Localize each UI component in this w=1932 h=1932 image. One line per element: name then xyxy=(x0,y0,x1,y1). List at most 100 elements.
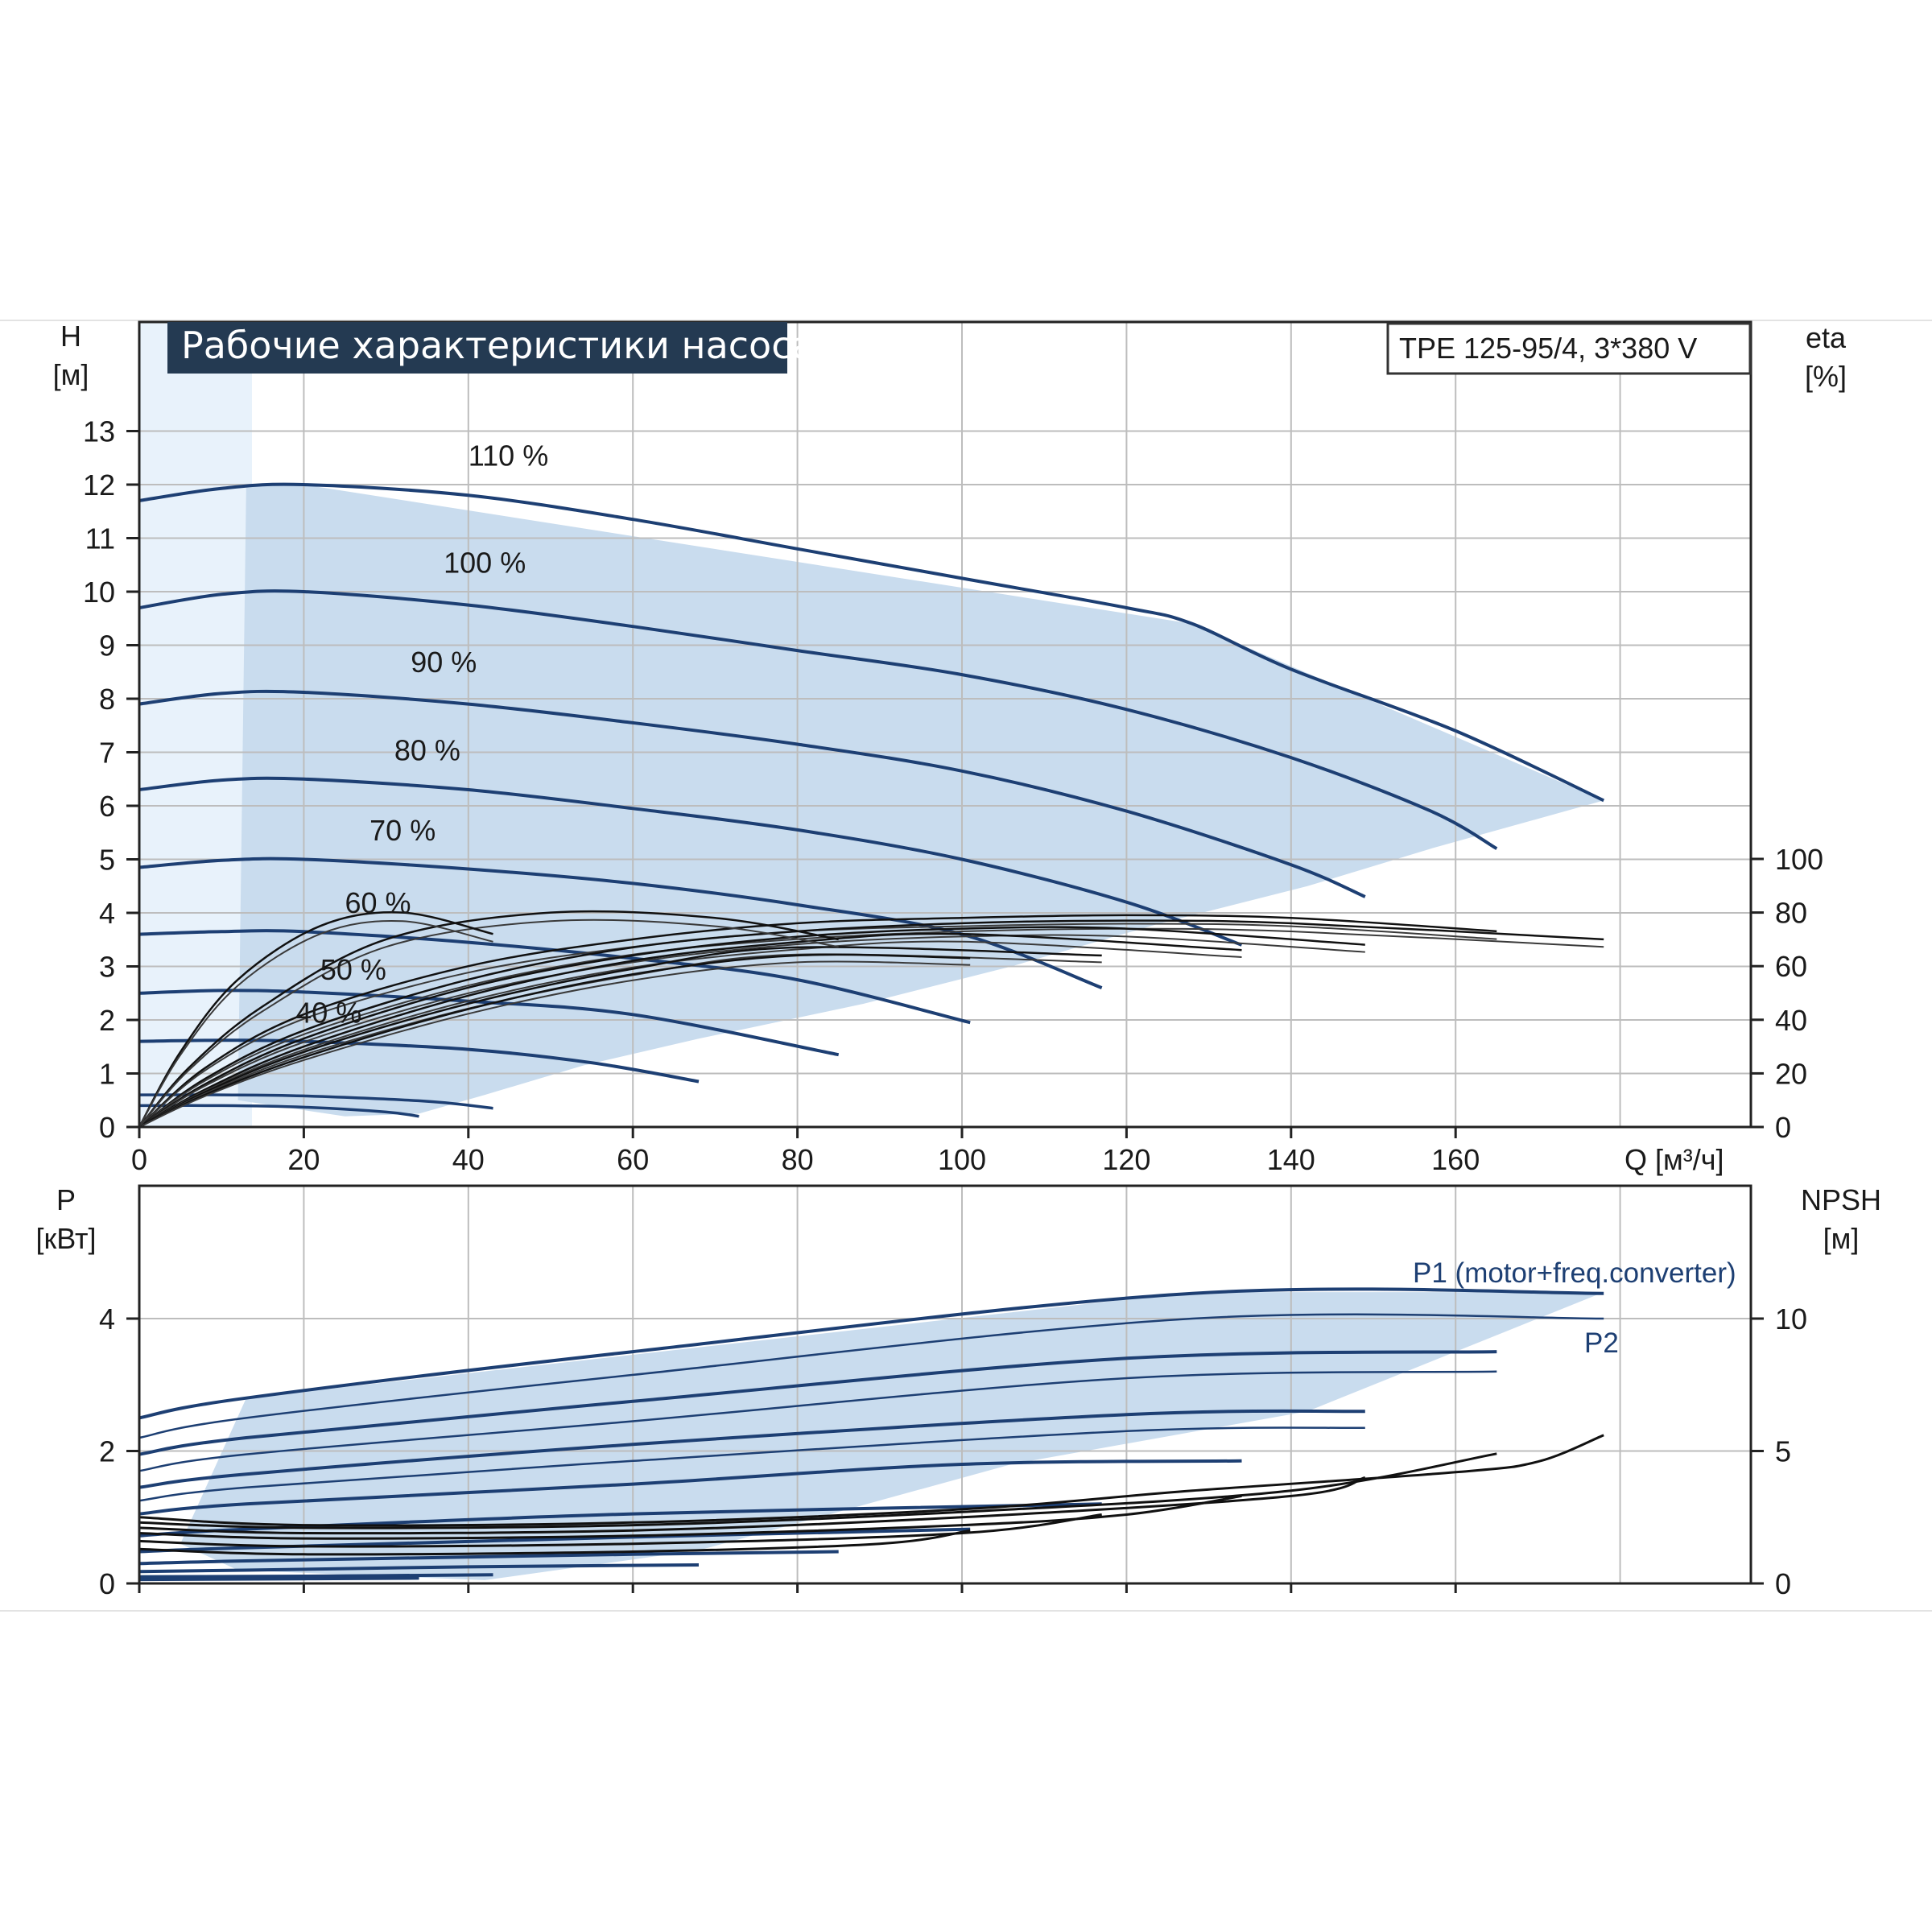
head-low-flow-zone xyxy=(139,322,252,1127)
efficiency-curve-shadow xyxy=(138,960,971,1128)
p1-curve xyxy=(138,1550,839,1566)
power-y-axis-label-unit: [кВт] xyxy=(35,1222,96,1255)
head-grid xyxy=(139,322,1751,1127)
head-y-tick-label: 10 xyxy=(83,576,115,609)
head-y-tick-label: 13 xyxy=(83,415,115,448)
head-y-tick-label: 0 xyxy=(99,1111,115,1144)
power-y-tick-label: 2 xyxy=(99,1435,115,1468)
efficiency-curve xyxy=(138,953,971,1129)
head-curve xyxy=(138,1104,419,1118)
eta-y-tick-label: 40 xyxy=(1775,1004,1807,1037)
npsh-y-tick-label: 10 xyxy=(1775,1302,1807,1335)
x-tick-label: 100 xyxy=(938,1143,986,1176)
p2-curves xyxy=(138,1313,1604,1502)
head-curve xyxy=(138,929,971,1025)
x-tick-label: 60 xyxy=(617,1143,649,1176)
npsh-curve xyxy=(138,1513,1102,1548)
head-region-polygon xyxy=(237,485,1604,1117)
head-panel: 110 %100 %90 %80 %70 %60 %50 %40 % 01234… xyxy=(53,320,1847,1176)
legend-p1: P1 (motor+freq.converter) xyxy=(1413,1257,1736,1289)
chart-title-background xyxy=(167,322,787,374)
npsh-curve xyxy=(138,1476,1366,1535)
x-tick-label: 120 xyxy=(1102,1143,1150,1176)
p1-curve xyxy=(138,1409,1365,1489)
x-tick-label: 140 xyxy=(1267,1143,1315,1176)
power-region-polygon xyxy=(180,1292,1604,1580)
head-y-tick-label: 12 xyxy=(83,469,115,502)
x-tick-label: 80 xyxy=(782,1143,814,1176)
chart-title: Рабочие характеристики насоса xyxy=(181,324,815,367)
model-box xyxy=(1386,322,1752,375)
power-y-axis-label: P xyxy=(56,1183,76,1216)
p2-curve xyxy=(138,1313,1604,1439)
npsh-curves xyxy=(138,1434,1604,1556)
speed-label: 110 % xyxy=(469,440,548,473)
head-y-tick-label: 4 xyxy=(99,897,115,930)
efficiency-curve xyxy=(138,932,1242,1129)
eta-y-tick-label: 0 xyxy=(1775,1111,1791,1144)
head-operating-region xyxy=(139,322,1604,1127)
p1-curve xyxy=(138,1576,419,1582)
npsh-curve xyxy=(138,1529,971,1556)
p1-curve xyxy=(138,1350,1497,1456)
p2-curve xyxy=(138,1370,1497,1472)
head-y-tick-label: 2 xyxy=(99,1004,115,1037)
speed-label: 70 % xyxy=(369,814,436,847)
head-y-tick-label: 11 xyxy=(85,522,115,555)
head-y-tick-label: 8 xyxy=(99,683,115,716)
x-tick-label: 0 xyxy=(131,1143,147,1176)
efficiency-curve-shadow xyxy=(138,940,1242,1128)
npsh-y-tick-label: 0 xyxy=(1775,1567,1791,1600)
efficiency-curve xyxy=(138,926,1365,1129)
head-frame xyxy=(138,320,1752,1129)
p1-curve xyxy=(138,1527,971,1554)
x-tick-label: 40 xyxy=(452,1143,485,1176)
npsh-curve xyxy=(138,1494,1242,1540)
head-y-axis-label-unit: [м] xyxy=(53,358,89,391)
p1-curve xyxy=(138,1563,700,1574)
head-y-tick-label: 3 xyxy=(99,951,115,984)
efficiency-curves xyxy=(138,910,1604,1129)
efficiency-curve-shadow xyxy=(138,920,493,1128)
npsh-axis-label: NPSH xyxy=(1801,1183,1881,1216)
npsh-axis-label-unit: [м] xyxy=(1823,1222,1860,1255)
efficiency-curve xyxy=(138,911,493,1128)
eta-axis-label: eta xyxy=(1806,321,1847,354)
efficiency-curve xyxy=(138,946,1102,1129)
efficiency-curve-shadow xyxy=(138,927,1604,1128)
eta-y-tick-label: 100 xyxy=(1775,843,1823,876)
speed-label: 40 % xyxy=(295,996,361,1029)
power-y-tick-label: 0 xyxy=(99,1567,115,1600)
efficiency-curve-shadow xyxy=(138,934,1365,1128)
head-curves xyxy=(138,482,1605,1118)
efficiency-curve xyxy=(138,919,1604,1129)
p1-curve xyxy=(138,1459,1242,1516)
head-curve xyxy=(138,589,1498,850)
power-frame xyxy=(138,1184,1752,1585)
p1-curve xyxy=(138,1287,1604,1420)
speed-label: 100 % xyxy=(444,547,526,580)
npsh-curve xyxy=(138,1452,1497,1530)
x-tick-label: 20 xyxy=(287,1143,320,1176)
eta-y-tick-label: 20 xyxy=(1775,1057,1807,1090)
x-axis-label: Q [м³/ч] xyxy=(1624,1143,1724,1176)
efficiency-curve-shadow xyxy=(138,919,839,1128)
head-curve xyxy=(138,857,1103,989)
head-y-axis-label: H xyxy=(60,320,81,353)
p1-curve xyxy=(138,1573,493,1579)
head-y-tick-label: 6 xyxy=(99,790,115,823)
legend-p2: P2 xyxy=(1584,1327,1619,1359)
x-tick-label: 160 xyxy=(1431,1143,1480,1176)
head-y-tick-label: 9 xyxy=(99,630,115,663)
speed-label: 60 % xyxy=(345,886,411,919)
speed-label: 50 % xyxy=(320,953,386,986)
head-curve xyxy=(138,689,1366,898)
efficiency-curve xyxy=(138,910,839,1128)
power-operating-region xyxy=(180,1292,1604,1580)
head-y-tick-label: 1 xyxy=(99,1058,115,1091)
eta-y-tick-label: 80 xyxy=(1775,897,1807,930)
npsh-y-tick-label: 5 xyxy=(1775,1435,1791,1468)
head-curve xyxy=(138,989,840,1057)
